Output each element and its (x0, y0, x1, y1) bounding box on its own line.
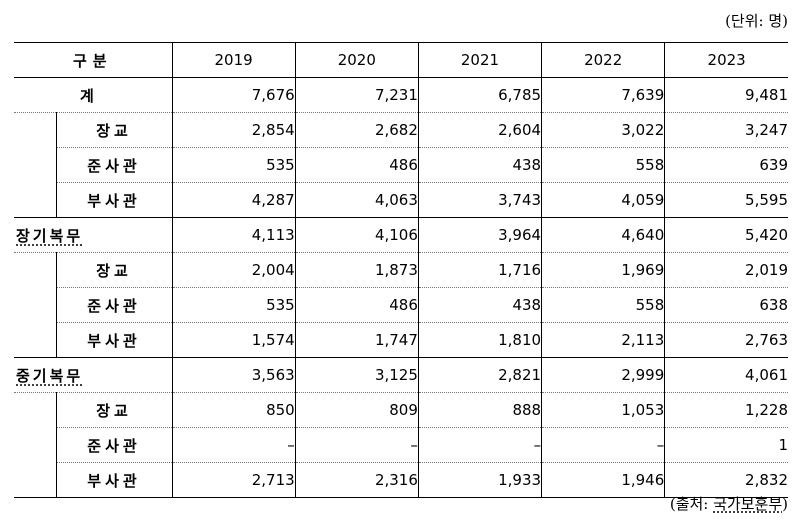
value-cell: 3,964 (417, 217, 542, 253)
value-cell: 639 (664, 147, 788, 183)
value-cell: 1,053 (541, 392, 665, 428)
value-cell: 7,639 (541, 77, 665, 113)
year-header: 2020 (294, 42, 419, 78)
value-cell: 5,420 (664, 217, 788, 253)
sub-row: 장교 2,004 1,873 1,716 1,969 2,019 (14, 252, 788, 288)
value-cell: 558 (541, 287, 665, 323)
value-cell: – (171, 427, 296, 463)
sub-label: 부사관 (55, 462, 173, 498)
header-row: 구분 2019 2020 2021 2022 2023 (14, 42, 788, 78)
value-cell: 1,747 (294, 322, 419, 358)
value-cell: 4,113 (171, 217, 296, 253)
year-header: 2022 (541, 42, 665, 78)
value-cell: 3,563 (171, 357, 296, 393)
sub-row: 부사관 2,713 2,316 1,933 1,946 2,832 (14, 462, 788, 498)
statistics-table: 구분 2019 2020 2021 2022 2023 계 7,676 7,23… (14, 42, 788, 498)
source-prefix: (출처: (669, 495, 714, 513)
value-cell: 2,316 (294, 462, 419, 498)
value-cell: 486 (294, 287, 419, 323)
group-label: 중기복무 (14, 357, 173, 393)
sub-row: 준사관 535 486 438 558 639 (14, 147, 788, 183)
value-cell: 7,676 (171, 77, 296, 113)
group-row-total: 계 7,676 7,231 6,785 7,639 9,481 (14, 77, 788, 113)
group-label: 장기복무 (14, 217, 173, 253)
year-header: 2023 (664, 42, 788, 78)
value-cell: 1,946 (541, 462, 665, 498)
value-cell: 1,228 (664, 392, 788, 428)
value-cell: 4,061 (664, 357, 788, 393)
value-cell: 2,682 (294, 112, 419, 148)
source-note: (출처: 국가보훈부) (670, 493, 788, 514)
sub-label: 부사관 (55, 322, 173, 358)
unit-note: (단위: 명) (725, 12, 788, 30)
group-row-long-term: 장기복무 4,113 4,106 3,964 4,640 5,420 (14, 217, 788, 253)
value-cell: 2,604 (417, 112, 542, 148)
value-cell: 809 (294, 392, 419, 428)
value-cell: 1,933 (417, 462, 542, 498)
year-header: 2019 (171, 42, 296, 78)
value-cell: 2,832 (664, 462, 788, 498)
value-cell: 438 (417, 287, 542, 323)
value-cell: 4,059 (541, 182, 665, 218)
value-cell: 2,713 (171, 462, 296, 498)
value-cell: 2,019 (664, 252, 788, 288)
value-cell: 1,873 (294, 252, 419, 288)
source-suffix: ) (782, 495, 788, 513)
value-cell: 4,106 (294, 217, 419, 253)
value-cell: 535 (171, 287, 296, 323)
value-cell: 1 (664, 427, 788, 463)
value-cell: 4,287 (171, 182, 296, 218)
sub-row: 장교 2,854 2,682 2,604 3,022 3,247 (14, 112, 788, 148)
value-cell: 2,004 (171, 252, 296, 288)
value-cell: 2,763 (664, 322, 788, 358)
group-label: 계 (14, 77, 173, 113)
value-cell: 888 (417, 392, 542, 428)
value-cell: 486 (294, 147, 419, 183)
value-cell: 4,640 (541, 217, 665, 253)
value-cell: 4,063 (294, 182, 419, 218)
value-cell: 850 (171, 392, 296, 428)
value-cell: 438 (417, 147, 542, 183)
value-cell: 3,125 (294, 357, 419, 393)
value-cell: 2,821 (417, 357, 542, 393)
value-cell: 638 (664, 287, 788, 323)
sub-label: 장교 (55, 112, 173, 148)
value-cell: 2,113 (541, 322, 665, 358)
value-cell: 535 (171, 147, 296, 183)
value-cell: 1,810 (417, 322, 542, 358)
value-cell: 6,785 (417, 77, 542, 113)
value-cell: 1,716 (417, 252, 542, 288)
value-cell: 3,743 (417, 182, 542, 218)
category-header: 구분 (14, 42, 173, 78)
source-organization: 국가보훈부 (713, 495, 783, 513)
sub-row: 준사관 535 486 438 558 638 (14, 287, 788, 323)
sub-label: 준사관 (55, 427, 173, 463)
value-cell: 3,022 (541, 112, 665, 148)
sub-label: 부사관 (55, 182, 173, 218)
sub-label: 준사관 (55, 147, 173, 183)
value-cell: 3,247 (664, 112, 788, 148)
value-cell: – (417, 427, 542, 463)
value-cell: 2,999 (541, 357, 665, 393)
value-cell: 1,574 (171, 322, 296, 358)
group-row-mid-term: 중기복무 3,563 3,125 2,821 2,999 4,061 (14, 357, 788, 393)
year-header: 2021 (417, 42, 542, 78)
sub-row: 부사관 1,574 1,747 1,810 2,113 2,763 (14, 322, 788, 358)
value-cell: 1,969 (541, 252, 665, 288)
value-cell: 2,854 (171, 112, 296, 148)
sub-row: 장교 850 809 888 1,053 1,228 (14, 392, 788, 428)
sub-label: 장교 (55, 392, 173, 428)
sub-label: 장교 (55, 252, 173, 288)
sub-label: 준사관 (55, 287, 173, 323)
value-cell: 7,231 (294, 77, 419, 113)
value-cell: 558 (541, 147, 665, 183)
value-cell: 5,595 (664, 182, 788, 218)
value-cell: – (541, 427, 665, 463)
value-cell: 9,481 (664, 77, 788, 113)
sub-row: 부사관 4,287 4,063 3,743 4,059 5,595 (14, 182, 788, 218)
value-cell: – (294, 427, 419, 463)
sub-row: 준사관 – – – – 1 (14, 427, 788, 463)
